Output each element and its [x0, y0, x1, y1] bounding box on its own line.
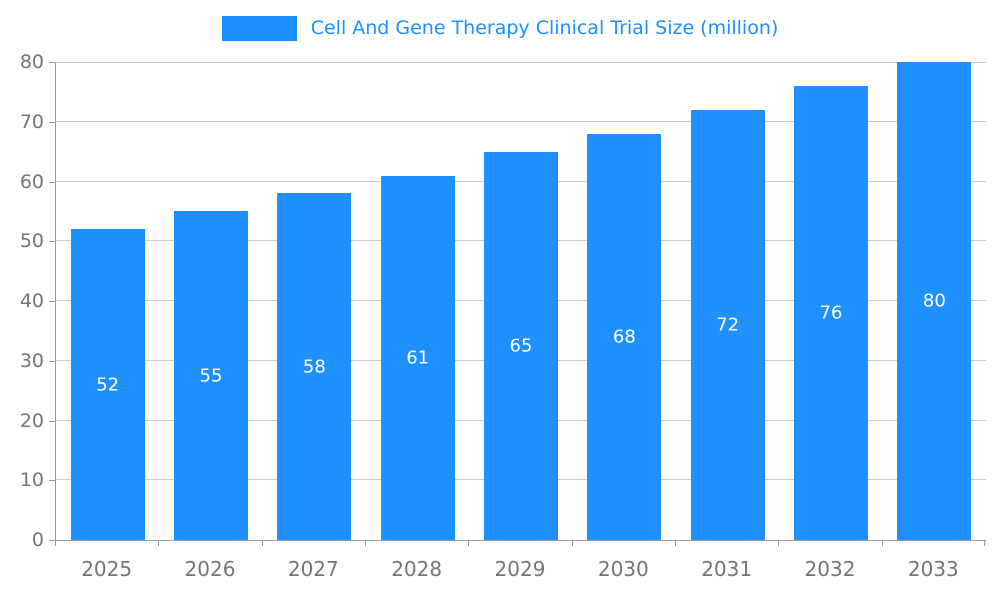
x-tick-label: 2030 [597, 557, 649, 581]
x-tick-label: 2025 [81, 557, 133, 581]
bar[interactable]: 52 [70, 229, 145, 540]
bar[interactable]: 58 [277, 193, 352, 540]
bar[interactable]: 80 [897, 62, 972, 540]
y-tick-label: 50 [19, 230, 44, 253]
bar-value-label: 65 [509, 335, 533, 357]
y-axis-tick [49, 241, 55, 243]
bar-value-label: 68 [612, 326, 636, 348]
y-axis-tick [49, 62, 55, 63]
y-tick-label: 70 [19, 110, 44, 133]
legend-item[interactable]: Cell And Gene Therapy Clinical Trial Siz… [0, 14, 1000, 42]
chart-title: Cell And Gene Therapy Clinical Trial Siz… [310, 17, 779, 39]
y-axis: 0 10 20 30 40 50 60 70 80 [0, 0, 55, 600]
y-axis-tick [49, 420, 55, 422]
bar-value-label: 55 [199, 365, 223, 387]
gridline [56, 62, 986, 63]
y-tick-label: 20 [19, 409, 44, 432]
bar[interactable]: 72 [690, 109, 765, 540]
bar-value-label: 76 [819, 302, 843, 324]
x-tick-label: 2026 [184, 557, 236, 581]
x-axis-tick [261, 541, 263, 546]
bar-value-label: 80 [922, 290, 946, 312]
y-axis-tick [49, 301, 55, 302]
x-axis-tick [984, 541, 985, 546]
x-axis-tick [158, 541, 160, 546]
y-axis-tick [49, 480, 55, 482]
x-axis-tick [468, 541, 470, 546]
bar-value-label: 52 [96, 374, 120, 396]
bar-value-label: 72 [716, 314, 740, 336]
y-axis-tick [49, 360, 55, 362]
x-axis-tick [571, 541, 573, 546]
x-tick-label: 2027 [287, 557, 339, 581]
x-axis-tick [365, 541, 366, 546]
legend-swatch-icon [221, 15, 297, 41]
x-axis: 2025 2026 2027 2028 2029 2030 2031 2032 2033 [55, 541, 985, 600]
y-tick-label: 80 [19, 51, 44, 73]
y-axis-tick [49, 181, 55, 183]
x-tick-label: 2029 [494, 557, 546, 581]
gridline [56, 120, 986, 122]
x-tick-label: 2032 [804, 557, 856, 581]
y-axis-tick [49, 540, 55, 541]
bar[interactable]: 55 [174, 211, 248, 540]
x-tick-label: 2033 [907, 557, 959, 581]
y-tick-label: 30 [19, 349, 44, 372]
y-axis-tick [49, 121, 55, 123]
plot-area: 52 55 58 61 65 68 72 76 80 [55, 62, 986, 541]
bar-value-label: 61 [406, 347, 430, 369]
bar[interactable]: 61 [380, 175, 455, 540]
x-axis-tick [675, 541, 676, 546]
x-axis-tick [881, 541, 883, 546]
bar[interactable]: 65 [484, 151, 558, 540]
y-tick-label: 40 [19, 290, 44, 312]
x-axis-tick [778, 541, 780, 546]
x-tick-label: 2031 [701, 557, 753, 581]
bar[interactable]: 76 [794, 85, 868, 540]
bar[interactable]: 68 [587, 133, 662, 540]
bar-value-label: 58 [302, 356, 326, 378]
y-tick-label: 0 [31, 529, 44, 551]
y-tick-label: 10 [19, 469, 44, 492]
y-tick-label: 60 [19, 170, 44, 193]
x-axis-tick [55, 541, 56, 546]
x-tick-label: 2028 [391, 557, 443, 581]
